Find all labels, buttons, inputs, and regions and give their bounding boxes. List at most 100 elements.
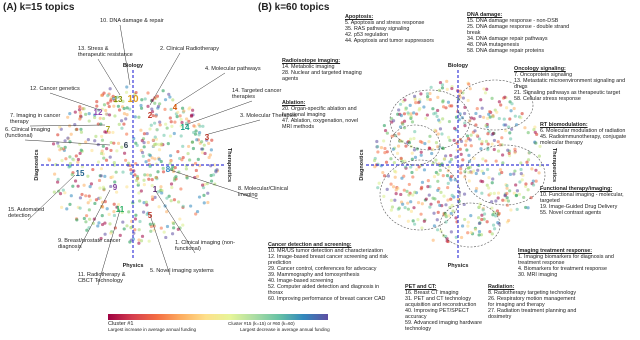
scatter-dot xyxy=(436,188,440,192)
scatter-dot xyxy=(206,200,210,205)
scatter-dot xyxy=(496,140,500,144)
scatter-dot xyxy=(512,191,516,195)
scatter-dot xyxy=(78,196,83,200)
scatter-dot xyxy=(104,158,109,162)
scatter-dot xyxy=(200,183,205,187)
scatter-dot xyxy=(400,176,404,180)
group-heading: Apoptosis: xyxy=(345,14,374,20)
scatter-dot xyxy=(161,89,165,93)
scatter-dot xyxy=(529,196,533,200)
scatter-dot xyxy=(124,117,128,121)
annotation-line: 5. Novel imaging systems xyxy=(150,268,214,274)
group-item: 59. Advanced imaging hardware technology xyxy=(405,320,483,332)
scatter-dot xyxy=(115,149,119,153)
annotation-line: 9. Breast/prostate cancer xyxy=(58,238,121,244)
scatter-dot xyxy=(149,123,153,127)
scatter-dot xyxy=(57,189,61,193)
scatter-dot xyxy=(385,131,389,135)
scatter-dot xyxy=(86,201,90,205)
scatter-dot xyxy=(390,117,394,121)
scatter-dot xyxy=(187,107,191,111)
scatter-dot xyxy=(125,113,129,117)
scatter-dot xyxy=(500,170,504,175)
scatter-dot xyxy=(427,140,431,144)
scatter-dot xyxy=(406,111,410,115)
scatter-dot xyxy=(414,101,418,105)
scatter-dot xyxy=(508,131,512,135)
scatter-dot xyxy=(382,174,387,178)
scatter-dot xyxy=(488,110,492,114)
annotation: 11. Radiotherapy & CBCT Technology xyxy=(78,272,125,285)
scatter-dot xyxy=(408,103,412,107)
scatter-dot xyxy=(115,205,119,209)
scatter-dot xyxy=(492,138,497,143)
scatter-dot xyxy=(439,190,443,194)
scatter-dot xyxy=(176,149,180,154)
leader-line xyxy=(119,24,131,86)
scatter-dot xyxy=(100,222,105,227)
scatter-dot xyxy=(180,106,185,110)
scatter-dot xyxy=(508,117,512,121)
scatter-dot xyxy=(469,230,473,235)
scatter-dot xyxy=(426,179,430,183)
scatter-dot xyxy=(165,210,169,214)
scatter-dot xyxy=(107,130,111,134)
scatter-dot xyxy=(87,217,92,221)
scatter-dot xyxy=(517,192,522,196)
scatter-dot xyxy=(391,147,395,151)
scatter-dot xyxy=(105,147,109,151)
scatter-dot xyxy=(441,117,445,121)
scatter-dot xyxy=(466,224,470,228)
scatter-dot xyxy=(84,220,88,224)
group-item: 14. Metabolic imaging xyxy=(282,64,335,70)
group-item: 1. Imaging biomarkers for diagnosis and … xyxy=(518,254,614,266)
scatter-dot xyxy=(389,198,394,202)
scatter-dot xyxy=(490,232,494,236)
scatter-dot xyxy=(93,139,97,143)
cluster-outline xyxy=(456,79,534,131)
scatter-dot xyxy=(53,172,57,176)
scatter-dot xyxy=(128,240,132,244)
axis-label: Physics xyxy=(123,263,144,269)
cluster-number: 1 xyxy=(153,185,158,194)
scatter-dot xyxy=(129,171,133,176)
scatter-dot xyxy=(169,159,173,163)
group-item: 35. RAS pathway signaling xyxy=(345,26,410,32)
scatter-dot xyxy=(97,178,102,183)
scatter-dot xyxy=(125,106,129,110)
group-item: 52. Computer aided detection and diagnos… xyxy=(268,284,380,296)
group-heading: DNA damage: xyxy=(467,12,503,18)
scatter-dot xyxy=(161,170,166,174)
scatter-dot xyxy=(417,165,421,169)
scatter-dot xyxy=(469,116,474,120)
annotation: 2. Clinical Radiotherapy xyxy=(160,46,219,52)
scatter-dot xyxy=(108,87,112,91)
group-heading: Ablation: xyxy=(282,100,306,106)
scatter-dot xyxy=(436,95,440,99)
scatter-dot xyxy=(501,198,505,202)
scatter-dot xyxy=(463,143,468,147)
scatter-dot xyxy=(502,117,506,121)
scatter-dot xyxy=(385,187,389,191)
scatter-dot xyxy=(497,116,501,121)
scatter-dot xyxy=(402,119,407,123)
scatter-dot xyxy=(193,161,198,166)
scatter-dot xyxy=(179,187,183,191)
scatter-dot xyxy=(459,167,463,171)
scatter-dot xyxy=(139,103,143,108)
scatter-dot xyxy=(463,217,467,222)
scatter-dot xyxy=(133,173,137,177)
scatter-dot xyxy=(69,132,73,136)
scatter-dot xyxy=(47,157,51,161)
scatter-dot xyxy=(415,147,419,151)
scatter-dot xyxy=(64,157,68,161)
scatter-dot xyxy=(124,158,128,162)
scatter-dot xyxy=(469,133,473,137)
scatter-dot xyxy=(489,191,493,196)
scatter-dot xyxy=(141,154,145,158)
scatter-dot xyxy=(438,127,443,131)
scatter-dot xyxy=(463,175,467,179)
scatter-dot xyxy=(410,151,414,155)
scatter-dot xyxy=(409,209,414,213)
scatter-dot xyxy=(164,235,168,240)
